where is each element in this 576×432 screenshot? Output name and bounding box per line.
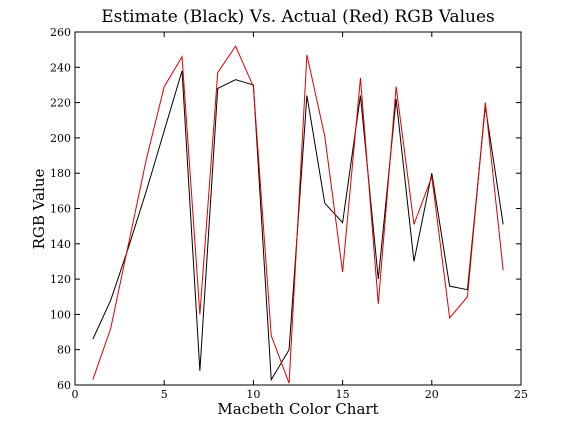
y-tick-label: 260 (50, 26, 71, 39)
actual-series-line (92, 45, 504, 384)
x-tick-label: 15 (336, 388, 350, 401)
plot-area (74, 31, 522, 386)
y-tick-label: 160 (50, 203, 71, 216)
y-tick-label: 60 (57, 379, 71, 392)
x-tick-label: 0 (72, 388, 79, 401)
y-tick-label: 140 (50, 238, 71, 251)
y-tick-label: 80 (57, 344, 71, 357)
x-tick-label: 25 (514, 388, 528, 401)
y-tick-label: 100 (50, 308, 71, 321)
series-layer (92, 45, 504, 384)
y-tick-label: 240 (50, 61, 71, 74)
x-tick-label: 5 (161, 388, 168, 401)
x-axis-label: Macbeth Color Chart (217, 400, 378, 418)
x-tick-label: 10 (246, 388, 260, 401)
chart-title: Estimate (Black) Vs. Actual (Red) RGB Va… (101, 7, 495, 27)
axis-ticks: 0 5 10 15 20 25 60 80 100 120 140 160 180 200 220 240 26… (50, 26, 528, 401)
y-tick-label: 180 (50, 167, 71, 180)
y-tick-label: 220 (50, 97, 71, 110)
y-axis-label: RGB Value (30, 168, 48, 249)
y-tick-label: 200 (50, 132, 71, 145)
y-tick-label: 120 (50, 273, 71, 286)
x-tick-label: 20 (425, 388, 439, 401)
